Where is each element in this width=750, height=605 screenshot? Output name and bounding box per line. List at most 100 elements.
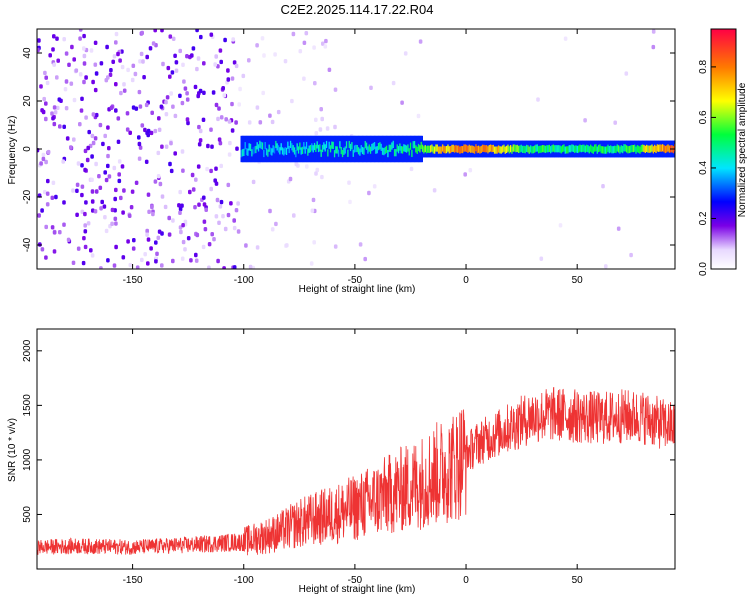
heatmap-noise-cell xyxy=(131,63,136,68)
heatmap-band-core xyxy=(505,145,509,153)
heatmap-noise-cell xyxy=(318,127,323,132)
heatmap-noise-cell xyxy=(218,141,223,146)
heatmap-noise-cell xyxy=(151,211,155,217)
heatmap-noise-cell xyxy=(79,108,84,113)
heatmap-noise-cell xyxy=(206,143,210,149)
heatmap-band-halo xyxy=(316,135,319,163)
heatmap-band-core xyxy=(634,144,637,152)
heatmap-band-core xyxy=(424,145,427,153)
heatmap-band-core xyxy=(399,143,402,151)
heatmap-band-core xyxy=(267,149,270,157)
heatmap-noise-cell xyxy=(125,111,130,116)
heatmap-band-core xyxy=(367,146,370,154)
heatmap-noise-cell xyxy=(270,227,275,232)
heatmap-noise-cell xyxy=(217,137,222,142)
heatmap-band-core xyxy=(349,143,353,152)
heatmap-noise-cell xyxy=(78,29,83,32)
heatmap-band-core xyxy=(472,145,475,154)
heatmap-noise-cell xyxy=(104,78,109,83)
heatmap-noise-cell xyxy=(138,59,142,64)
heatmap-band-core xyxy=(552,144,555,152)
heatmap-noise-cell xyxy=(185,91,189,96)
heatmap-noise-cell xyxy=(160,144,164,149)
heatmap-noise-cell xyxy=(229,201,233,206)
heatmap-band-core xyxy=(667,144,670,152)
heatmap-noise-cell xyxy=(163,204,168,210)
heatmap-noise-cell xyxy=(120,64,125,70)
heatmap-noise-cell xyxy=(78,72,83,77)
heatmap-band-halo xyxy=(387,135,390,163)
heatmap-noise-cell xyxy=(159,104,164,109)
heatmap-band-halo xyxy=(412,135,415,163)
heatmap-band-core xyxy=(568,145,571,153)
heatmap-band-core xyxy=(550,146,553,154)
heatmap-band-core xyxy=(343,147,346,155)
heatmap-noise-cell xyxy=(202,61,206,66)
heatmap-noise-cell xyxy=(89,248,93,253)
heatmap-band-core xyxy=(389,144,393,152)
heatmap-noise-cell xyxy=(197,124,201,130)
heatmap-noise-cell xyxy=(234,120,238,125)
heatmap-noise-cell xyxy=(227,152,232,157)
heatmap-noise-cell xyxy=(212,237,216,242)
heatmap-noise-cell xyxy=(114,221,118,226)
heatmap-noise-cell xyxy=(137,141,142,147)
heatmap-band-core xyxy=(497,145,501,153)
heatmap-noise-cell xyxy=(180,149,185,154)
heatmap-band-core xyxy=(575,145,578,153)
heatmap-band-halo xyxy=(393,135,397,163)
y-tick-label: 500 xyxy=(22,506,33,523)
heatmap-noise-cell xyxy=(165,95,170,100)
colorbar-tick-label: 0.6 xyxy=(698,110,709,124)
heatmap-band-core xyxy=(279,147,282,155)
heatmap-noise-cell xyxy=(193,205,197,210)
heatmap-band-core xyxy=(460,145,463,154)
heatmap-band-halo xyxy=(411,135,414,163)
heatmap-band-core xyxy=(484,145,487,153)
heatmap-noise-cell xyxy=(194,258,199,263)
heatmap-noise-cell xyxy=(167,232,172,237)
heatmap-noise-cell xyxy=(536,97,540,102)
heatmap-noise-cell xyxy=(56,58,60,63)
heatmap-band-core xyxy=(351,142,354,150)
heatmap-band-halo xyxy=(241,135,245,163)
heatmap-band-core xyxy=(473,146,477,154)
heatmap-noise-cell xyxy=(146,128,151,134)
heatmap-noise-cell xyxy=(103,133,107,139)
heatmap-noise-cell xyxy=(207,242,212,247)
heatmap-noise-cell xyxy=(651,29,656,34)
heatmap-noise-cell xyxy=(84,115,88,120)
heatmap-band-core xyxy=(600,146,603,154)
heatmap-noise-cell xyxy=(251,265,256,269)
heatmap-noise-cell xyxy=(93,40,98,45)
colorbar-tick-label: 0.2 xyxy=(698,211,709,225)
heatmap-noise-cell xyxy=(197,142,202,147)
heatmap-band-core xyxy=(525,144,529,152)
heatmap-noise-cell xyxy=(226,77,231,82)
heatmap-band-core xyxy=(396,144,399,152)
heatmap-band-core xyxy=(325,140,329,149)
heatmap-band-core xyxy=(588,146,591,154)
heatmap-noise-cell xyxy=(52,249,57,254)
heatmap-noise-cell xyxy=(185,117,190,122)
heatmap-noise-cell xyxy=(129,205,134,210)
heatmap-band-core xyxy=(291,143,294,151)
heatmap-band-core xyxy=(295,150,298,158)
heatmap-noise-cell xyxy=(224,117,228,122)
heatmap-band-core xyxy=(535,144,538,152)
heatmap-noise-cell xyxy=(94,71,99,76)
heatmap-band-core xyxy=(643,144,646,153)
heatmap-noise-cell xyxy=(157,116,161,121)
heatmap-noise-cell xyxy=(323,44,328,49)
heatmap-noise-cell xyxy=(122,88,127,93)
heatmap-noise-cell xyxy=(64,106,69,111)
heatmap-band-core xyxy=(404,144,407,152)
heatmap-noise-cell xyxy=(143,127,147,133)
heatmap-noise-cell xyxy=(164,100,168,105)
heatmap-noise-cell xyxy=(223,37,227,43)
heatmap-noise-cell xyxy=(238,86,242,92)
heatmap-noise-cell xyxy=(138,145,143,150)
heatmap-noise-cell xyxy=(114,108,118,113)
heatmap-noise-cell xyxy=(166,65,171,71)
heatmap-band-core xyxy=(457,145,461,153)
